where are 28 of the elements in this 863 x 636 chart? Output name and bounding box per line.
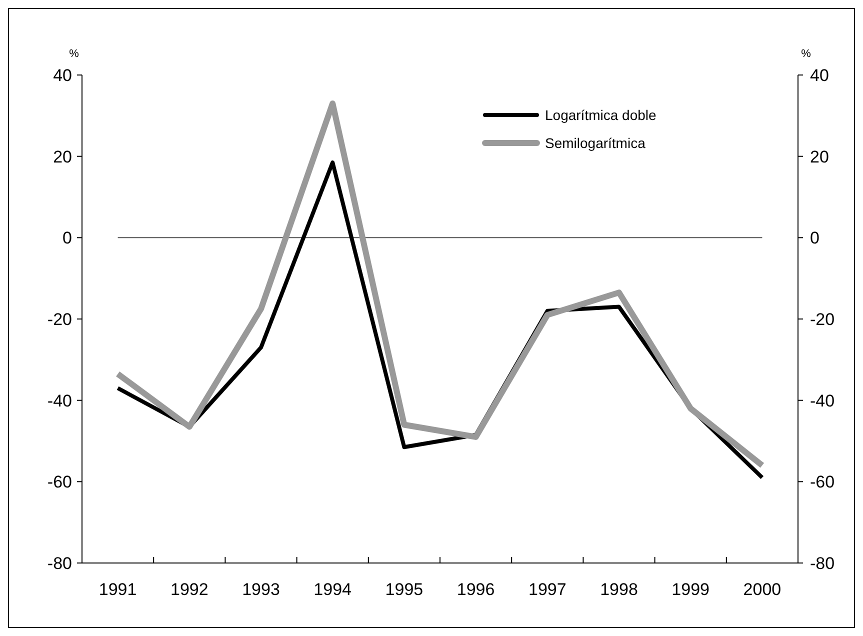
y2-tick-label: -20 xyxy=(810,310,835,329)
x-tick-label: 1998 xyxy=(600,580,638,599)
legend-label: Semilogarítmica xyxy=(545,134,646,151)
x-tick-label: 2000 xyxy=(743,580,782,599)
x-tick-label: 1996 xyxy=(456,580,495,599)
x-tick-label: 1992 xyxy=(170,580,208,599)
y-tick-label: 40 xyxy=(53,66,72,85)
y2-tick-label: 40 xyxy=(810,66,829,85)
y-tick-label: -60 xyxy=(47,472,72,492)
x-tick-label: 1993 xyxy=(242,580,280,599)
y-axis-title: % xyxy=(69,48,80,60)
y-tick-label: -80 xyxy=(47,554,72,573)
y-tick-label: 20 xyxy=(53,147,72,166)
y-tick-label: 0 xyxy=(62,228,72,248)
y-tick-label: -20 xyxy=(47,310,72,329)
y2-axis-title: % xyxy=(801,48,812,60)
x-tick-label: 1999 xyxy=(672,580,710,599)
x-tick-label: 1997 xyxy=(528,580,566,599)
y-tick-label: -40 xyxy=(47,391,72,410)
legend-label: Logarítmica doble xyxy=(545,106,657,123)
y2-tick-label: -40 xyxy=(810,391,835,410)
x-tick-label: 1995 xyxy=(385,580,424,599)
y2-tick-label: -80 xyxy=(810,554,835,573)
y2-tick-label: -60 xyxy=(810,472,835,492)
x-tick-label: 1994 xyxy=(314,580,352,599)
y2-tick-label: 20 xyxy=(810,147,829,166)
x-tick-label: 1991 xyxy=(98,580,137,599)
y2-tick-label: 0 xyxy=(810,228,820,248)
